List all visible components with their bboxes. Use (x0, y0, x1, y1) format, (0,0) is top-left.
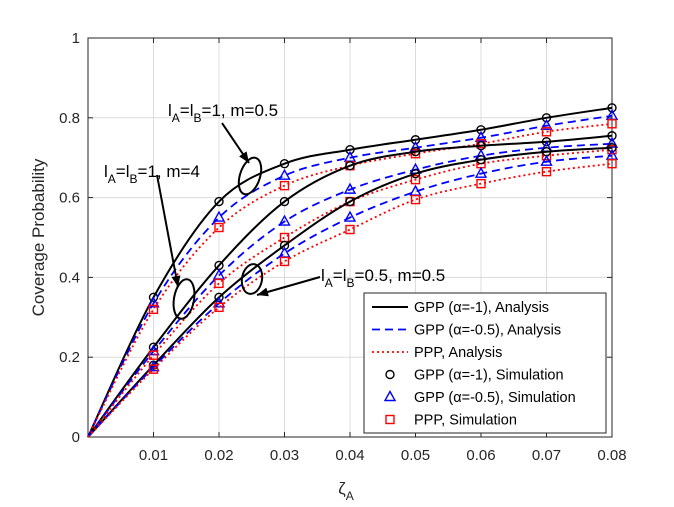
x-tick-label: 0.08 (597, 447, 626, 464)
square-marker (476, 178, 486, 189)
annotations: lA=lB=1, m=0.5 lA=lB=1, m=4 lA=lB=0.5, m=0… (104, 101, 445, 320)
series-line (87, 148, 613, 438)
triangle-marker (147, 296, 160, 308)
legend-label: GPP (α=-1), Simulation (414, 368, 564, 384)
triangle-marker (212, 296, 226, 308)
legend: GPP (α=-1), Analysis GPP (α=-0.5), Analys… (363, 292, 607, 434)
circle-marker (607, 131, 617, 141)
series-line (87, 142, 613, 438)
x-axis-label: ζA (338, 479, 354, 503)
square-marker (541, 127, 552, 137)
circle-marker (410, 135, 421, 145)
series-line (87, 114, 613, 438)
square-marker (148, 304, 159, 315)
square-marker (410, 174, 421, 185)
circle-marker (279, 196, 290, 207)
circle-marker (410, 168, 421, 179)
x-tick-label: 0.02 (204, 447, 233, 464)
circle-marker (607, 103, 617, 113)
annotation-arrow (156, 174, 179, 288)
square-marker (410, 194, 421, 205)
x-tick-label: 0.06 (466, 447, 495, 464)
annotation-ellipse (240, 263, 264, 295)
square-marker (279, 256, 290, 267)
series-group (87, 103, 619, 438)
square-marker (279, 180, 290, 191)
legend-label: GPP (α=-0.5), Analysis (414, 323, 561, 339)
annotation-label: lA=lB=1, m=0.5 (168, 101, 278, 125)
triangle-marker (343, 182, 357, 194)
triangle-marker (540, 154, 553, 166)
y-tick-label: 0 (72, 429, 80, 446)
circle-marker (345, 160, 355, 171)
circle-marker (476, 154, 486, 165)
square-marker (541, 166, 552, 177)
x-tick-label: 0.05 (401, 447, 430, 464)
y-axis-label: Coverage Probability (29, 158, 48, 316)
circle-marker (214, 292, 224, 303)
legend-box (363, 292, 607, 434)
circle-marker (541, 113, 552, 123)
triangle-marker (343, 210, 357, 222)
square-marker (607, 119, 617, 129)
square-marker (385, 414, 395, 425)
triangle-marker (147, 360, 160, 372)
circle-marker (541, 137, 552, 147)
triangle-marker (212, 210, 226, 222)
square-marker (214, 302, 224, 313)
x-tick-label: 0.03 (270, 447, 299, 464)
square-marker (607, 158, 617, 169)
square-marker (214, 278, 224, 289)
y-tick-label: 0.4 (59, 269, 80, 286)
circle-marker (345, 145, 355, 155)
x-tick-label: 0.07 (532, 447, 561, 464)
y-tick-label: 1 (72, 30, 80, 47)
annotation-arrow-head (239, 151, 249, 163)
series-line (87, 134, 613, 438)
annotation-label: lA=lB=0.5, m=0.5 (321, 266, 445, 290)
y-tick-label: 0.8 (59, 110, 80, 127)
annotation-label: lA=lB=1, m=4 (104, 162, 200, 186)
circle-marker (279, 240, 290, 251)
y-tick-label: 0.2 (59, 349, 80, 366)
annotation-ellipse (172, 278, 196, 320)
square-marker (214, 222, 224, 233)
annotation-arrow-head (257, 287, 269, 297)
circle-marker (279, 158, 290, 169)
circle-marker (345, 196, 355, 207)
circle-marker (410, 147, 421, 157)
annotation-ellipse (237, 156, 263, 196)
x-tick-label: 0.01 (139, 447, 168, 464)
circle-marker (476, 125, 486, 135)
legend-label: PPP, Simulation (414, 413, 517, 429)
circle-marker (214, 196, 224, 207)
annotation-arrow-head (171, 275, 181, 287)
legend-label: GPP (α=-1), Analysis (414, 300, 549, 316)
y-tick-label: 0.6 (59, 190, 80, 207)
x-tick-label: 0.04 (335, 447, 364, 464)
axes: 0.01 0.02 0.03 0.04 0.05 0.06 0.07 0.08 0 0.2 0.4 0… (29, 30, 627, 503)
legend-label: GPP (α=-0.5), Simulation (414, 390, 576, 406)
circle-marker (607, 143, 617, 153)
triangle-marker (605, 136, 619, 148)
square-marker (148, 350, 159, 360)
square-marker (148, 364, 159, 374)
triangle-marker (278, 168, 291, 180)
triangle-marker (278, 214, 291, 226)
series-line (87, 162, 613, 438)
triangle-marker (474, 166, 488, 178)
legend-label: PPP, Analysis (414, 345, 502, 361)
square-marker (345, 224, 355, 235)
triangle-marker (383, 390, 397, 402)
circle-marker (385, 369, 395, 380)
triangle-marker (540, 118, 553, 130)
